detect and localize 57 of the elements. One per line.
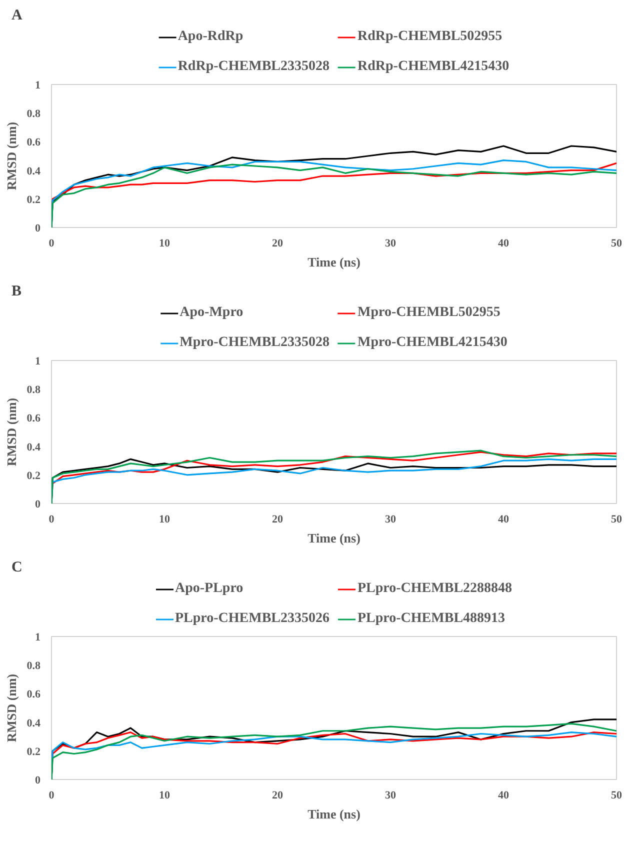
x-axis-title: Time (ns) — [308, 806, 360, 822]
y-tick-label: 0.8 — [26, 660, 41, 672]
x-tick-label: 20 — [272, 790, 284, 802]
x-tick-label: 50 — [611, 514, 622, 526]
x-tick-label: 40 — [498, 790, 510, 802]
x-tick-label: 40 — [498, 238, 510, 250]
x-tick-label: 30 — [385, 238, 396, 250]
y-tick-label: 0.4 — [26, 165, 41, 178]
x-axis-title: Time (ns) — [308, 530, 360, 546]
x-tick-label: 10 — [159, 514, 170, 526]
legend-label: RdRp-CHEMBL2335028 — [178, 58, 330, 76]
y-tick-label: 0.8 — [26, 108, 41, 120]
legend-label: Mpro-CHEMBL2335028 — [180, 334, 330, 352]
chart-title: B — [12, 284, 22, 300]
legend-label: RdRp-CHEMBL502955 — [358, 28, 502, 46]
y-tick-label: 0.6 — [26, 136, 41, 149]
x-tick-label: 20 — [272, 514, 284, 526]
y-tick-label: 0 — [35, 774, 41, 786]
y-tick-label: 0.2 — [26, 194, 41, 206]
y-axis-title: RMSD (nm) — [4, 398, 19, 466]
legend-label: Apo-PLpro — [174, 580, 244, 598]
legend-label: Apo-RdRp — [178, 28, 244, 46]
x-tick-label: 0 — [48, 790, 55, 802]
x-tick-label: 30 — [385, 514, 396, 526]
y-tick-label: 0.6 — [26, 688, 41, 701]
y-tick-label: 0.4 — [26, 717, 41, 730]
chart-title: A — [12, 8, 22, 24]
y-tick-label: 1 — [35, 632, 40, 644]
legend-label: RdRp-CHEMBL4215430 — [358, 58, 510, 76]
y-tick-label: 0.8 — [26, 384, 41, 396]
y-axis-title: RMSD (nm) — [4, 674, 19, 742]
x-axis-title: Time (ns) — [308, 254, 360, 270]
y-axis-title: RMSD (nm) — [4, 122, 19, 190]
x-tick-label: 0 — [48, 238, 55, 250]
y-tick-label: 1 — [35, 80, 40, 92]
x-tick-label: 40 — [498, 514, 510, 526]
x-tick-label: 50 — [611, 790, 622, 802]
x-tick-label: 10 — [159, 790, 170, 802]
x-tick-label: 0 — [48, 514, 55, 526]
y-tick-label: 0.6 — [26, 412, 41, 425]
x-tick-label: 20 — [272, 238, 284, 250]
legend-label: PLpro-CHEMBL488913 — [358, 610, 506, 628]
y-tick-label: 0.4 — [26, 441, 41, 454]
y-tick-label: 0.2 — [26, 470, 41, 482]
y-tick-label: 0.2 — [26, 746, 41, 758]
x-tick-label: 10 — [159, 238, 170, 250]
chart-title: C — [12, 560, 22, 576]
legend-label: Mpro-CHEMBL502955 — [358, 304, 500, 322]
x-tick-label: 30 — [385, 790, 396, 802]
legend-label: PLpro-CHEMBL2335026 — [174, 610, 330, 628]
y-tick-label: 0 — [35, 498, 41, 510]
y-tick-label: 1 — [35, 356, 40, 368]
legend-label: Apo-Mpro — [180, 304, 244, 322]
legend-label: Mpro-CHEMBL4215430 — [358, 334, 508, 352]
y-tick-label: 0 — [35, 222, 41, 234]
x-tick-label: 50 — [611, 238, 622, 250]
legend-label: PLpro-CHEMBL2288848 — [358, 580, 512, 598]
